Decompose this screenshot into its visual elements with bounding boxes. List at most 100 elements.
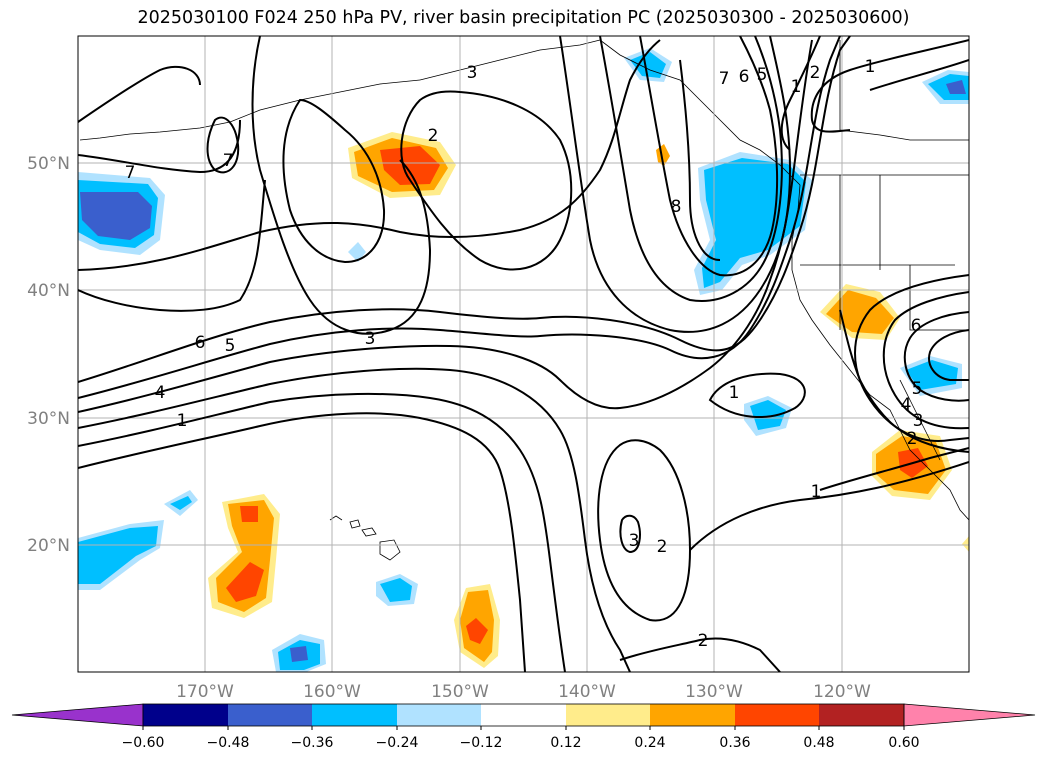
colorbar-tick-label: 0.24 bbox=[634, 735, 665, 751]
pv-contour-layer bbox=[78, 36, 969, 672]
colorbar-tick-label: −0.48 bbox=[207, 735, 250, 751]
pv-contour bbox=[903, 311, 969, 402]
lon-label: 140°W bbox=[558, 682, 616, 702]
colorbar-tick-label: 0.12 bbox=[550, 735, 581, 751]
colorbar-tick-label: −0.24 bbox=[376, 735, 419, 751]
pv-contour bbox=[251, 36, 432, 335]
contour-label: 2 bbox=[428, 126, 439, 146]
colorbar-segment bbox=[566, 704, 650, 726]
pv-contour bbox=[78, 39, 813, 413]
pv-contour bbox=[810, 39, 969, 133]
precip-anomaly-negative bbox=[78, 526, 158, 584]
colorbar-segment bbox=[819, 704, 904, 726]
colorbar-segment bbox=[228, 704, 312, 726]
precip-anomaly-positive bbox=[380, 146, 440, 185]
north-america-coastline bbox=[599, 39, 969, 521]
pv-contour-closed bbox=[400, 90, 573, 271]
colorbar-segment bbox=[312, 704, 397, 726]
pv-contour bbox=[78, 367, 631, 672]
pv-contour bbox=[708, 372, 806, 418]
contour-label: 1 bbox=[811, 482, 822, 502]
map-frame bbox=[77, 35, 970, 673]
pv-contour-closed bbox=[619, 514, 641, 554]
precip-anomaly-positive bbox=[466, 618, 488, 644]
contour-label: 8 bbox=[671, 197, 682, 217]
precip-anomaly-negative bbox=[348, 242, 366, 262]
hawaiian-island bbox=[349, 519, 361, 529]
contour-label: 5 bbox=[757, 65, 768, 85]
colorbar-segment bbox=[650, 704, 735, 726]
precip-anomaly-negative bbox=[380, 578, 412, 602]
precip-anomaly-negative bbox=[750, 400, 786, 430]
contour-label: 5 bbox=[912, 379, 923, 399]
precip-anomaly-negative bbox=[80, 192, 152, 240]
lon-label: 150°W bbox=[431, 682, 489, 702]
colorbar-tick-label: −0.36 bbox=[291, 735, 334, 751]
canada-shield-border bbox=[839, 40, 969, 141]
lat-label: 50°N bbox=[27, 154, 70, 174]
coastline-layer bbox=[79, 39, 969, 561]
precip-anomaly-negative bbox=[702, 158, 806, 288]
pv-contour bbox=[854, 274, 969, 442]
longitude-tick-labels: 170°W 160°W 150°W 140°W 130°W 120°W bbox=[176, 682, 871, 702]
colorbar-segment bbox=[143, 704, 228, 726]
lon-label: 130°W bbox=[685, 682, 743, 702]
pv-contour bbox=[679, 59, 721, 261]
contour-label: 7 bbox=[125, 163, 136, 183]
pv-contour bbox=[882, 291, 969, 430]
pv-contour bbox=[839, 309, 969, 453]
contour-label: 3 bbox=[913, 411, 924, 431]
precip-anomaly-positive bbox=[240, 506, 258, 522]
pv-contour-closed bbox=[597, 439, 692, 622]
pv-contour bbox=[619, 637, 781, 672]
contour-label: 6 bbox=[739, 67, 750, 87]
hawaiian-island bbox=[361, 527, 377, 537]
precip-anomaly-negative bbox=[946, 80, 966, 94]
colorbar-tick-marks bbox=[142, 726, 905, 730]
contour-label: 7 bbox=[719, 69, 730, 89]
pv-contour bbox=[78, 179, 266, 312]
colorbar-tick-label: −0.60 bbox=[122, 735, 165, 751]
contour-label: 5 bbox=[225, 336, 236, 356]
pv-contour bbox=[559, 36, 792, 333]
lon-label: 120°W bbox=[813, 682, 871, 702]
colorbar-extend-high bbox=[903, 703, 1036, 727]
colorbar-segment bbox=[735, 704, 819, 726]
colorbar-segment bbox=[397, 704, 481, 726]
contour-label: 2 bbox=[907, 429, 918, 449]
colorbar-tick-label: 0.36 bbox=[719, 735, 750, 751]
pv-contour bbox=[78, 412, 526, 672]
contour-labels: 7 7 3 2 1 7 6 5 2 1 8 6 5 3 4 1 1 6 5 4 … bbox=[125, 57, 924, 651]
colorbar-tick-label: 0.48 bbox=[803, 735, 834, 751]
colorbar-tick-label: 0.60 bbox=[888, 735, 919, 751]
contour-label: 6 bbox=[195, 333, 206, 353]
contour-label: 6 bbox=[911, 316, 922, 336]
contour-label: 1 bbox=[177, 411, 188, 431]
hawaiian-island bbox=[379, 539, 401, 561]
colorbar-segment bbox=[481, 704, 566, 726]
contour-label: 2 bbox=[698, 631, 709, 651]
pv-contour bbox=[689, 461, 969, 551]
alaska-coastline bbox=[419, 39, 601, 81]
precip-anomaly-negative bbox=[906, 360, 958, 390]
contour-label: 1 bbox=[729, 383, 740, 403]
colorbar-frame bbox=[142, 703, 905, 727]
colorbar-tick-label: −0.12 bbox=[460, 735, 503, 751]
pv-contour bbox=[78, 36, 841, 399]
pv-contour bbox=[869, 59, 969, 91]
lat-label: 40°N bbox=[27, 281, 70, 301]
precip-anomaly-negative bbox=[290, 646, 308, 662]
precip-anomaly-positive bbox=[962, 536, 969, 552]
pv-contour-closed bbox=[206, 116, 240, 174]
latitude-tick-labels: 50°N 40°N 30°N 20°N bbox=[27, 154, 70, 556]
pv-contour bbox=[639, 36, 779, 277]
pv-contour bbox=[78, 119, 241, 174]
pv-contour bbox=[78, 392, 566, 672]
contour-label: 7 bbox=[223, 151, 234, 171]
contour-label: 3 bbox=[629, 531, 640, 551]
precip-anomaly-negative bbox=[170, 496, 192, 510]
lon-label: 160°W bbox=[303, 682, 361, 702]
contour-label: 4 bbox=[901, 395, 912, 415]
contour-label: 2 bbox=[657, 537, 668, 557]
